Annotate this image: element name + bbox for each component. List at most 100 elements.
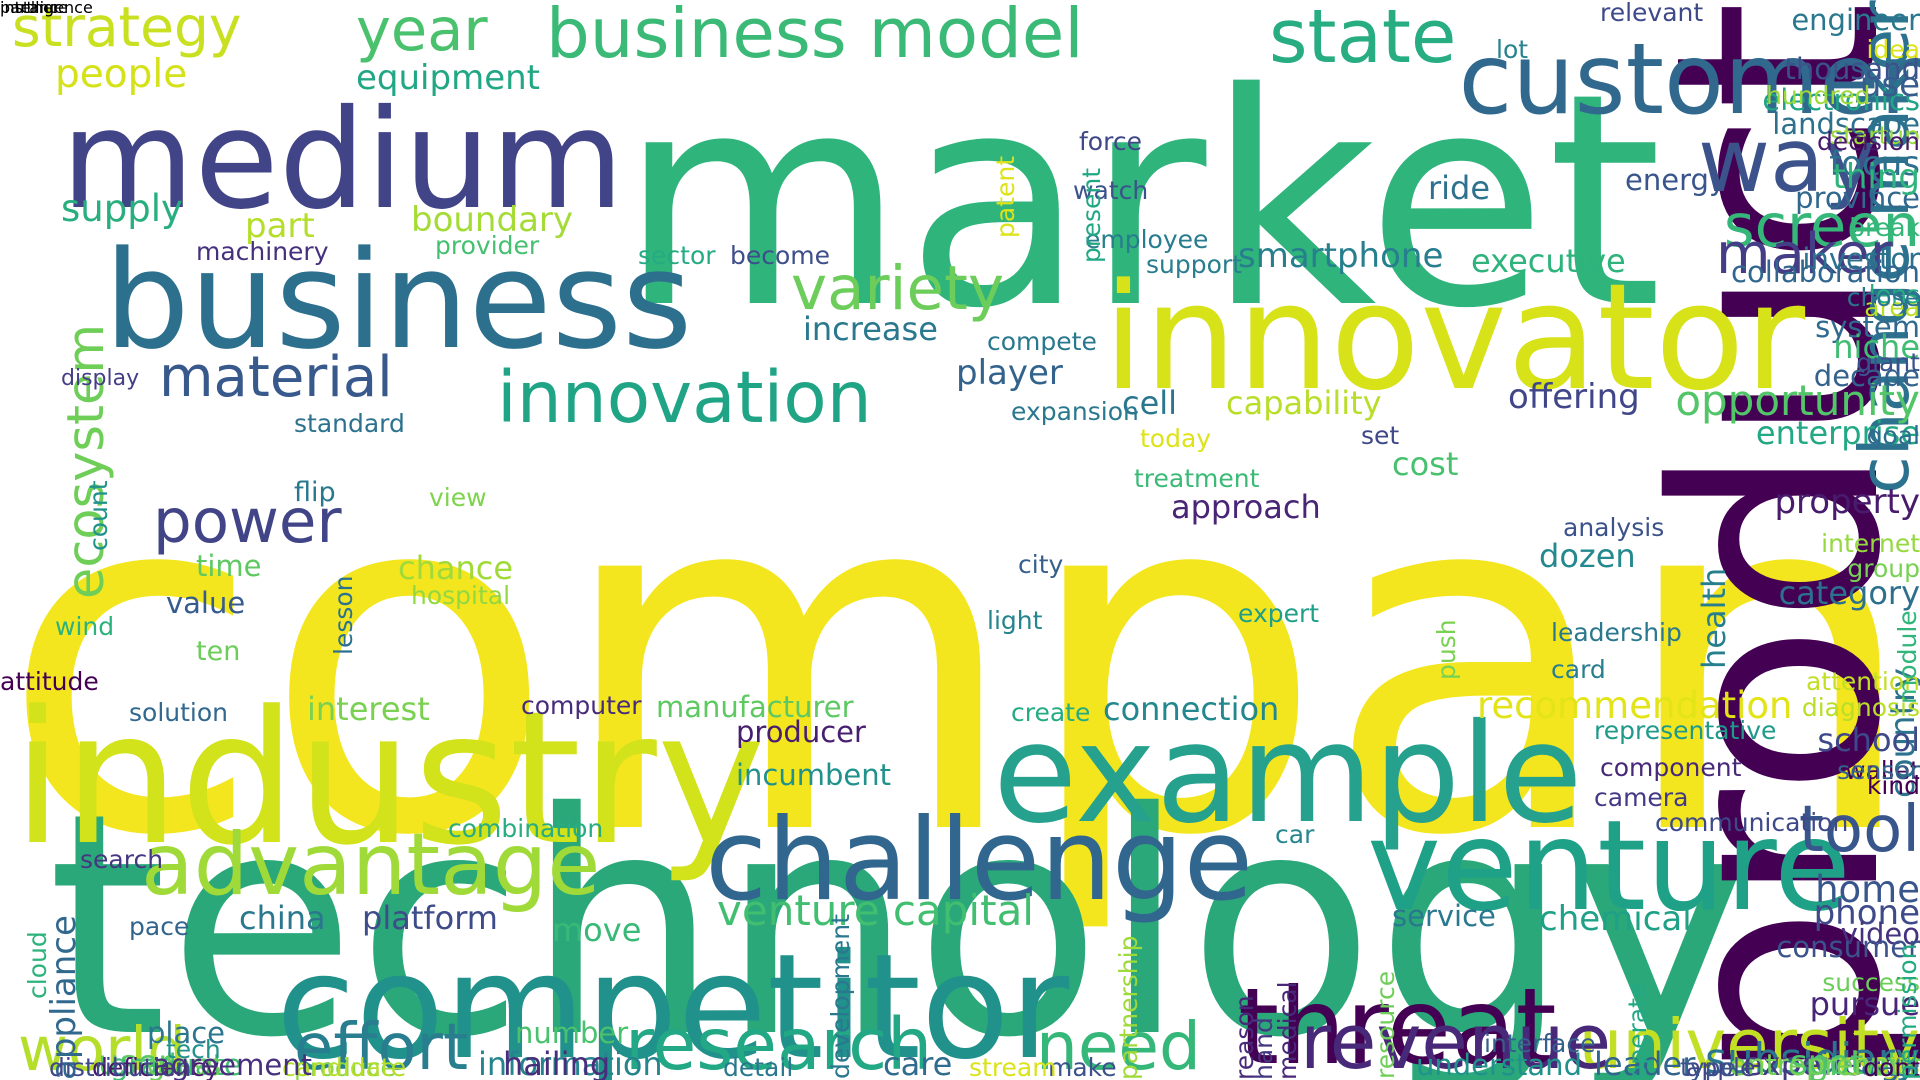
cloud-word: present (1077, 167, 1106, 263)
cloud-word: innovation (497, 356, 872, 439)
cloud-word: producer (736, 715, 866, 749)
cloud-word: threat (1238, 966, 1557, 1080)
cloud-word: analysis (1563, 513, 1665, 542)
cloud-word: hundred (1766, 81, 1871, 110)
cloud-word: connection (1103, 690, 1280, 728)
cloud-word: glass (147, 1048, 222, 1080)
cloud-word: enterprise (1755, 414, 1920, 452)
cloud-word: make (1048, 1053, 1117, 1080)
cloud-word: lesson (329, 575, 358, 655)
cloud-word: relevant (1600, 0, 1704, 27)
cloud-word: employee (1085, 225, 1209, 254)
cloud-word: people (55, 52, 188, 97)
cloud-word: instance (0, 0, 68, 17)
cloud-word: home (1815, 868, 1920, 911)
cloud-word: cell (1122, 384, 1178, 422)
cloud-word: manufacturer (656, 690, 854, 724)
cloud-word: example (993, 695, 1583, 854)
cloud-word: compete (987, 327, 1097, 356)
cloud-word: venture capital (717, 886, 1034, 935)
cloud-word: reason (1230, 995, 1259, 1080)
cloud-word: consumer (1776, 930, 1920, 964)
cloud-word: support (1146, 250, 1242, 279)
cloud-word: view (429, 483, 487, 512)
cloud-word: idea (1866, 35, 1920, 64)
cloud-word: lot (1496, 35, 1529, 64)
cloud-word: patent (991, 155, 1020, 238)
cloud-word: ride (1428, 169, 1491, 207)
cloud-word: state (1269, 0, 1457, 80)
cloud-word: push (1432, 619, 1461, 680)
cloud-word: platform (362, 899, 498, 937)
cloud-word: research (625, 1003, 933, 1080)
cloud-word: offering (1508, 377, 1640, 417)
cloud-word: year (356, 0, 488, 64)
cloud-word: become (730, 241, 831, 270)
cloud-word: challenge (705, 794, 1254, 926)
cloud-word: maker (1716, 222, 1893, 287)
cloud-word: subsidiary (1705, 1034, 1920, 1080)
cloud-word: interface (1484, 1029, 1596, 1058)
cloud-word: value (166, 586, 246, 620)
cloud-word: experience (1742, 1045, 1920, 1080)
cloud-word: internet (1821, 529, 1920, 558)
cloud-word: medical (1273, 981, 1302, 1080)
cloud-word: increase (803, 310, 938, 348)
cloud-word: competitor (276, 923, 1070, 1080)
cloud-word: chance (398, 549, 514, 587)
cloud-word: electronics (1762, 83, 1920, 117)
cloud-word: user (98, 1043, 173, 1080)
cloud-word: light (987, 606, 1043, 635)
cloud-word: cost (1392, 445, 1459, 483)
cloud-word: diagnosis (1801, 693, 1920, 722)
cloud-word: system (1815, 310, 1920, 344)
cloud-word: city (1018, 550, 1064, 579)
cloud-word: chemical (1539, 899, 1692, 939)
cloud-word: market (619, 31, 1663, 373)
cloud-word: thats (1838, 1045, 1920, 1080)
cloud-word: stream (969, 1053, 1057, 1080)
cloud-word: partner (0, 0, 60, 17)
cloud-word: understand (1416, 1048, 1582, 1080)
cloud-word: landscape (1772, 107, 1920, 141)
cloud-word: decision (1816, 127, 1920, 156)
cloud-word: attention (1805, 667, 1920, 696)
cloud-word: opportunity (1675, 376, 1920, 425)
cloud-word: startup (1830, 121, 1920, 150)
cloud-word: create (1011, 698, 1091, 727)
cloud-word: time (196, 549, 262, 583)
cloud-word: material (159, 345, 393, 410)
cloud-word: flip (294, 477, 336, 508)
cloud-word: investor (1802, 242, 1920, 276)
cloud-word: energy (1625, 163, 1727, 197)
cloud-word: computer (521, 691, 642, 720)
cloud-word: detail (723, 1053, 794, 1080)
cloud-word: industry (12, 672, 766, 886)
cloud-word: interest (307, 690, 430, 728)
cloud-word: medium (61, 81, 625, 240)
cloud-word: collaboration (1731, 255, 1920, 289)
cloud-word: need (1036, 1008, 1201, 1080)
cloud-word: communication (1655, 808, 1849, 837)
cloud-word: power (153, 486, 342, 557)
cloud-word: phone (1813, 893, 1920, 933)
cloud-word: incumbent (736, 758, 892, 792)
cloud-word: resource (1371, 970, 1400, 1079)
cloud-word: technology (47, 748, 1752, 1080)
cloud-word: growth (1808, 1045, 1920, 1080)
cloud-word: province (1795, 181, 1920, 215)
cloud-word: category (1778, 574, 1920, 612)
cloud-word: wind (55, 612, 115, 641)
cloud-word: smartphone (1238, 236, 1444, 276)
cloud-word: combination (448, 814, 604, 843)
cloud-word: module (1893, 610, 1920, 704)
cloud-word: place (147, 1016, 226, 1050)
cloud-word: group (1847, 554, 1920, 583)
cloud-word: dozen (1539, 537, 1636, 575)
cloud-word: venture (1367, 794, 1851, 939)
cloud-word: permission (1893, 943, 1920, 1080)
cloud-word: player (956, 353, 1063, 393)
cloud-word: niche (1833, 328, 1920, 366)
cloud-word: tech (166, 1035, 221, 1064)
cloud-word: lens (1868, 280, 1920, 309)
